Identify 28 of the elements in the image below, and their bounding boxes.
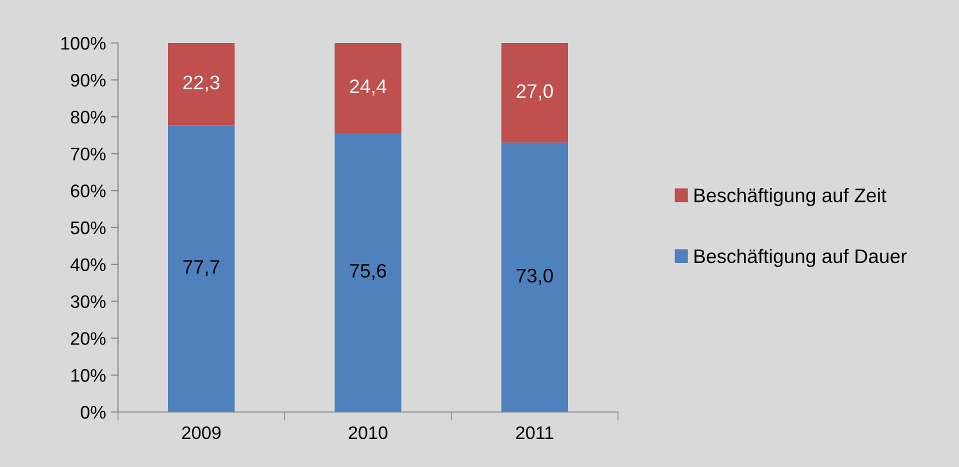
data-label: 73,0: [516, 268, 553, 285]
y-tick-label: 50%: [70, 221, 106, 234]
y-tick-label: 40%: [70, 258, 106, 272]
y-tick-label: 60%: [70, 184, 106, 198]
x-tick-label: 2011: [516, 426, 554, 440]
legend-label: Beschäftigung auf Dauer: [694, 248, 907, 268]
x-tick-label: 2009: [182, 426, 221, 440]
y-tick-label: 70%: [70, 148, 106, 160]
y-tick-label: 20%: [70, 332, 106, 345]
y-tick-label: 30%: [70, 295, 106, 308]
bar: [334, 43, 402, 134]
y-tick-label: 80%: [70, 110, 106, 124]
y-tick-label: 10%: [71, 369, 106, 382]
y-tick-label: 100%: [61, 36, 106, 50]
bar: [168, 43, 235, 126]
data-label: 77,7: [183, 260, 220, 276]
bar: [168, 125, 235, 412]
data-label: 24,4: [350, 79, 386, 96]
bar: [501, 43, 568, 143]
legend-label: Beschäftigung auf Zeit: [694, 188, 886, 206]
data-label: 75,6: [350, 264, 386, 280]
bar: [334, 133, 402, 412]
y-tick-label: 90%: [70, 74, 106, 87]
bar: [501, 142, 568, 412]
x-tick-label: 2010: [348, 426, 388, 440]
y-tick-label: 0%: [80, 406, 106, 419]
data-label: 27,0: [516, 84, 553, 100]
data-label: 22,3: [183, 76, 220, 92]
